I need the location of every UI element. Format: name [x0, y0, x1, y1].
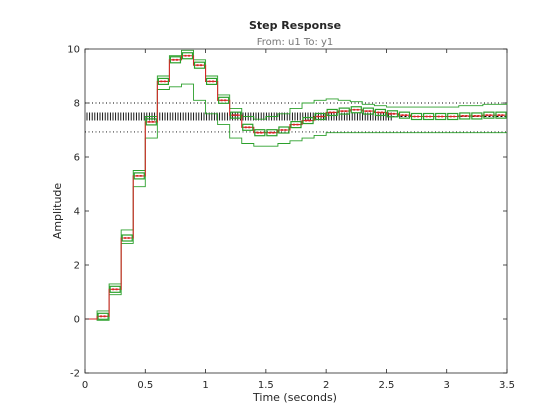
x-tick-label: 0.5 — [137, 380, 153, 391]
y-tick-label: 8 — [74, 99, 80, 110]
y-tick-label: -2 — [70, 369, 80, 380]
response-marker-bar — [386, 110, 399, 118]
x-tick-label: 3 — [444, 380, 450, 391]
response-marker-bar — [302, 116, 314, 125]
response-marker-bar — [398, 111, 411, 119]
response-marker-bar — [447, 112, 459, 121]
response-marker-bar — [362, 107, 374, 115]
series-response — [85, 55, 507, 320]
response-marker-bar — [157, 77, 169, 86]
series-group — [85, 49, 508, 321]
response-marker-bar — [423, 112, 435, 121]
y-tick-label: 4 — [74, 207, 80, 218]
y-tick-label: 0 — [74, 315, 80, 326]
response-marker-bar — [218, 96, 230, 104]
response-marker-bar — [374, 108, 387, 117]
response-marker-bar — [326, 108, 338, 117]
response-marker-bar — [435, 112, 447, 121]
chart-title: Step Response — [249, 19, 341, 32]
confidence-bounds — [85, 102, 507, 133]
y-tick-label: 2 — [74, 261, 80, 272]
response-marker-bar — [495, 111, 507, 119]
response-marker-bar — [266, 129, 278, 137]
series-upper-envelope — [85, 49, 508, 320]
response-marker-bar — [471, 112, 483, 120]
response-marker-bar — [350, 106, 362, 114]
plot-area — [84, 48, 508, 374]
response-marker-bar — [314, 112, 326, 121]
x-tick-label: 3.5 — [499, 380, 515, 391]
x-tick-label: 1.5 — [258, 380, 274, 391]
response-marker-bar — [483, 111, 495, 119]
x-axis-label: Time (seconds) — [252, 391, 337, 404]
response-marker-bar — [193, 61, 206, 69]
response-marker-bar — [290, 120, 302, 129]
x-tick-label: 0 — [82, 380, 88, 391]
response-marker-bar — [254, 129, 266, 137]
chart-subtitle: From: u1 To: y1 — [257, 37, 334, 48]
y-axis-label: Amplitude — [51, 183, 64, 240]
response-marker-bar — [278, 126, 290, 134]
response-marker-bar — [109, 285, 121, 293]
response-marker-bar — [242, 123, 254, 131]
response-marker-bar — [205, 77, 218, 86]
response-marker-bar — [97, 312, 109, 320]
y-tick-label: 6 — [74, 153, 80, 164]
x-tick-label: 1 — [202, 380, 208, 391]
series-lower-envelope — [85, 83, 507, 321]
x-tick-label: 2.5 — [378, 380, 394, 391]
response-marker-bar — [181, 52, 194, 60]
response-marker-bar — [230, 111, 242, 119]
response-marker-bar — [169, 56, 182, 64]
y-tick-label: 10 — [67, 45, 80, 56]
response-marker-bar — [133, 172, 145, 180]
response-marker-bar — [145, 118, 157, 126]
response-marker-bar — [459, 112, 471, 120]
response-marker-bar — [121, 234, 133, 242]
response-marker-bar — [410, 112, 423, 121]
x-tick-label: 2 — [323, 380, 329, 391]
response-marker-bar — [338, 107, 350, 115]
